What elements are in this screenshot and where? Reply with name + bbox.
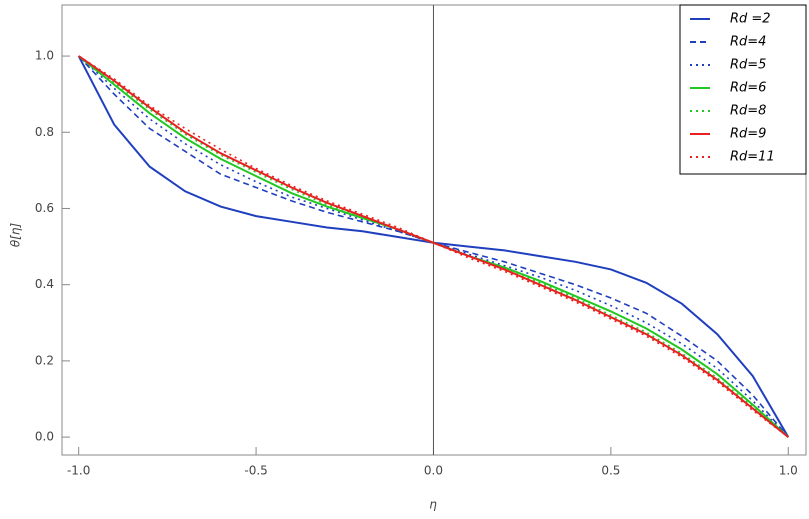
y-tick-label: 0.0 xyxy=(35,430,54,444)
y-tick-label: 0.8 xyxy=(35,125,54,139)
legend-label: Rd=4 xyxy=(730,35,766,50)
plot-frame xyxy=(61,4,807,456)
line xyxy=(78,55,789,438)
y-axis-label: θ[η] xyxy=(9,223,23,248)
y-tick-label: 0.2 xyxy=(35,353,54,367)
legend-label: Rd=11 xyxy=(730,150,775,165)
line xyxy=(78,55,789,438)
legend-label: Rd=5 xyxy=(730,58,766,73)
legend-box xyxy=(679,4,807,175)
x-tick-label: 0.0 xyxy=(424,464,443,478)
x-tick-label: -0.5 xyxy=(244,464,267,478)
y-tick-label: 0.6 xyxy=(35,201,54,215)
y-tick-label: 0.4 xyxy=(35,277,54,291)
legend-label: Rd=9 xyxy=(730,127,766,142)
x-tick-label: 0.5 xyxy=(601,464,620,478)
x-tick-label: 1.0 xyxy=(779,464,798,478)
x-tick-label: -1.0 xyxy=(67,464,90,478)
line xyxy=(78,55,789,438)
legend-label: Rd=6 xyxy=(730,81,766,96)
y-tick-label: 1.0 xyxy=(35,49,54,63)
legend-label: Rd =2 xyxy=(730,12,771,27)
legend-label: Rd=8 xyxy=(730,104,766,119)
x-axis-label: η xyxy=(429,498,437,512)
